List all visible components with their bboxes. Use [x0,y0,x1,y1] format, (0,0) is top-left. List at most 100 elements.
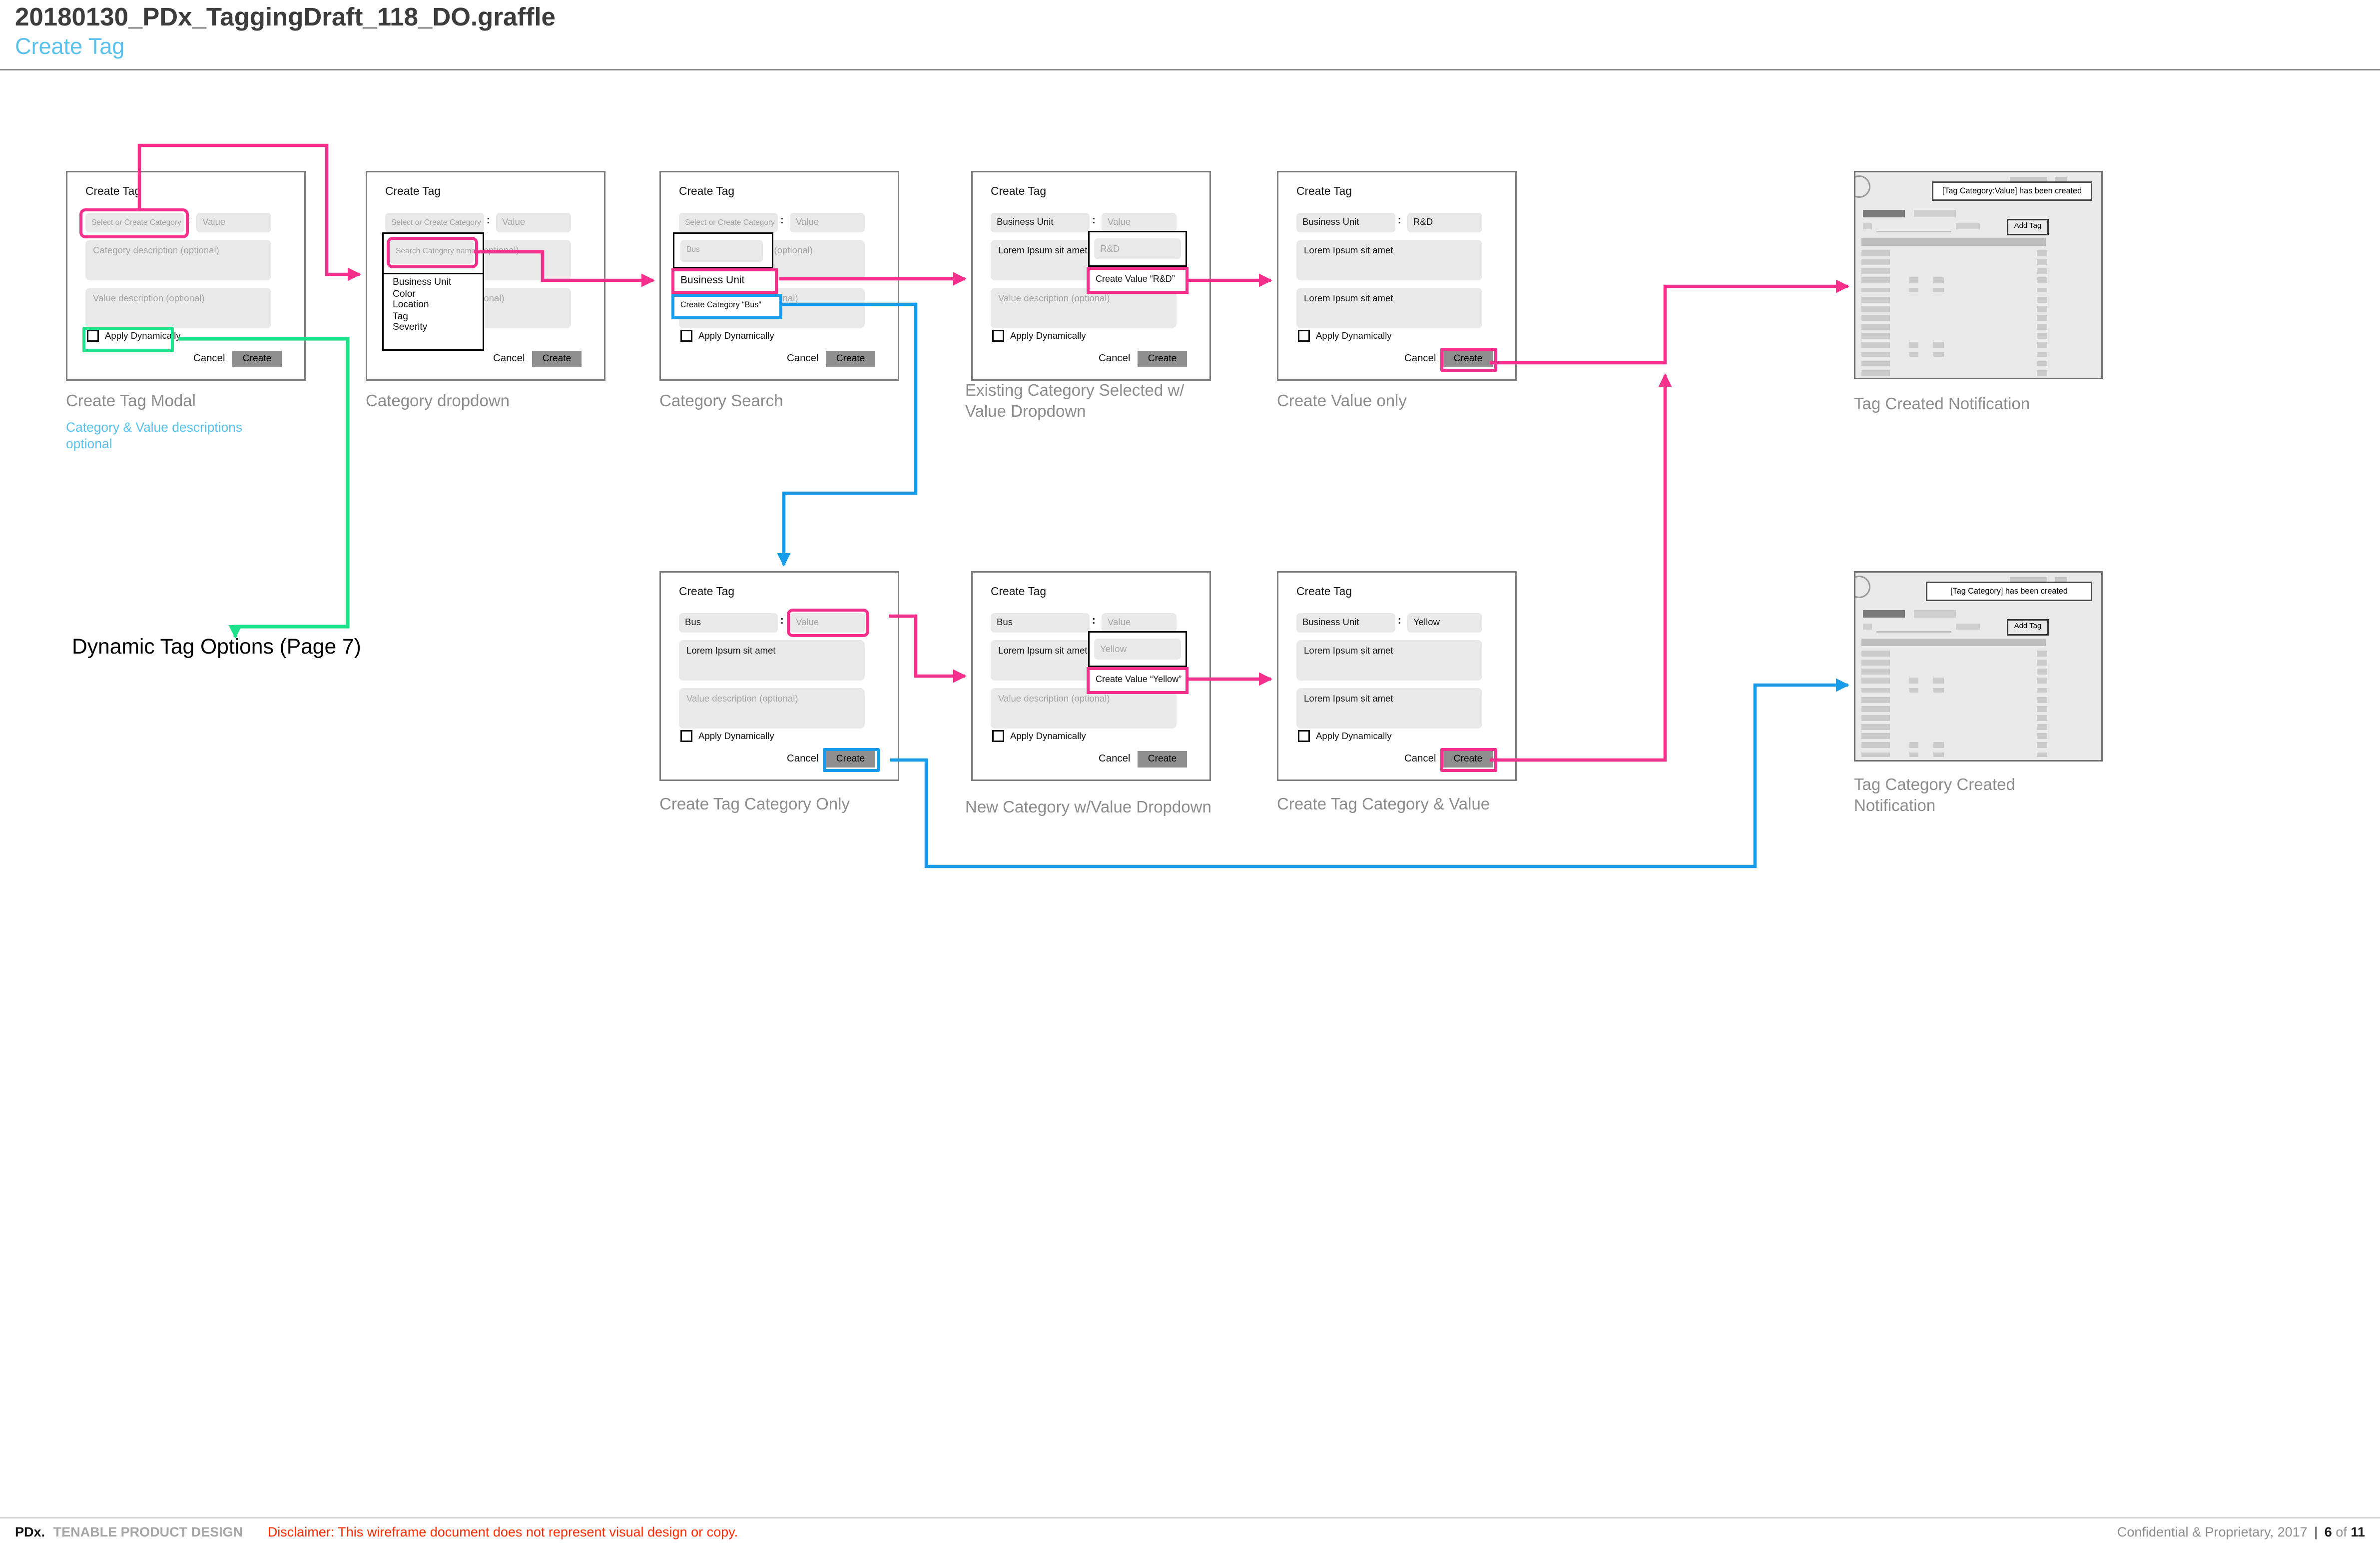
create-category-option[interactable]: Create Category “Bus” [671,293,782,319]
colon-separator: : [186,215,190,226]
cancel-button[interactable]: Cancel [1404,754,1436,765]
cancel-button[interactable]: Cancel [193,354,225,364]
add-tag-button[interactable]: Add Tag [2007,218,2049,235]
category-option-list: Business Unit Color Location Tag Severit… [393,277,451,334]
wireframe-label: Existing Category Selected w/ Value Drop… [965,382,1185,421]
apply-dynamically-checkbox[interactable] [680,730,692,742]
category-option[interactable]: Color [393,288,416,299]
modal-title: Create Tag [679,184,735,198]
category-input[interactable]: Business Unit [1296,213,1395,232]
table-header-placeholder [1861,238,2046,245]
wireframe-label: Create Tag Category & Value [1277,796,1490,814]
value-description-input[interactable]: Value description (optional) [679,688,865,729]
cancel-button[interactable]: Cancel [493,354,525,364]
cancel-button[interactable]: Cancel [787,354,819,364]
category-input[interactable]: Business Unit [991,213,1090,232]
table-rows-placeholder [1861,250,2098,378]
category-input[interactable]: Select or Create Category [679,213,778,232]
create-button[interactable]: Create [1138,351,1187,367]
colon-separator: : [1397,215,1401,226]
tag-category-created-notification-window: [Tag Category] has been created Add Tag [1854,571,2103,762]
connector-create-to-tag-created-notification [1490,279,1849,365]
colon-separator: : [780,615,784,626]
value-input[interactable]: Value [1102,213,1177,232]
tag-created-notification-window: [Tag Category:Value] has been created Ad… [1854,171,2103,379]
create-button[interactable]: Create [1443,351,1493,367]
wireframe-label: Category dropdown [366,393,510,411]
category-description-input[interactable]: Lorem Ipsum sit amet [1296,640,1482,681]
create-value-option[interactable]: Create Value “Yellow” [1087,667,1189,694]
create-button[interactable]: Create [532,351,582,367]
modal-title: Create Tag [1296,585,1352,598]
value-search-input[interactable]: R&D [1094,238,1181,259]
create-value-option[interactable]: Create Value “R&D” [1087,267,1189,293]
value-input[interactable]: Value [196,213,271,232]
value-search-input[interactable]: Yellow [1094,639,1181,660]
value-search-panel: R&D [1088,231,1187,267]
cancel-button[interactable]: Cancel [1099,754,1131,765]
existing-category-value-dropdown-modal: Create Tag Business Unit : Value Lorem I… [971,171,1211,381]
apply-dynamically-checkbox[interactable] [1298,730,1310,742]
value-input[interactable]: Value [790,213,865,232]
create-button[interactable]: Create [232,351,282,367]
disclaimer-text: Disclaimer: This wireframe document does… [267,1525,738,1540]
value-input[interactable]: Value [790,613,865,633]
category-description-input[interactable]: Category description (optional) [85,240,271,280]
category-search-input[interactable]: Search Category name [390,240,476,264]
value-description-input[interactable]: Lorem Ipsum sit amet [1296,288,1482,328]
category-description-input[interactable]: Lorem Ipsum sit amet [679,640,865,681]
header-divider [0,69,2380,70]
wireframe-label: Tag Category Created Notification [1854,776,2015,815]
create-button[interactable]: Create [1138,751,1187,768]
search-line-placeholder [1876,630,1951,632]
tab-placeholder [1914,210,1956,217]
create-button[interactable]: Create [826,751,875,768]
create-tag-category-and-value-modal: Create Tag Business Unit : Yellow Lorem … [1277,571,1517,781]
category-input[interactable]: Select or Create Category [85,213,184,232]
toast-message: [Tag Category] has been created [1926,582,2092,601]
value-input[interactable]: R&D [1407,213,1482,232]
modal-title: Create Tag [85,184,141,198]
category-input[interactable]: Business Unit [1296,613,1395,633]
category-input[interactable]: Bus [991,613,1090,633]
value-search-panel: Yellow [1088,631,1187,667]
create-button[interactable]: Create [826,351,875,367]
matching-category-option[interactable]: Business Unit [671,268,778,293]
value-description-input[interactable]: Value description (optional) [991,288,1177,328]
value-input[interactable]: Yellow [1407,613,1482,633]
cancel-button[interactable]: Cancel [787,754,819,765]
category-option[interactable]: Location [393,300,429,310]
apply-dynamically-checkbox[interactable] [680,330,692,342]
add-tag-button[interactable]: Add Tag [2007,618,2049,636]
page-footer-right: Confidential & Proprietary, 2017 | 6 of … [2117,1525,2365,1540]
filter-placeholder [1863,624,1872,630]
category-option[interactable]: Business Unit [393,277,452,288]
category-search-input[interactable]: Bus [680,239,763,262]
apply-dynamically-checkbox[interactable] [992,330,1004,342]
colon-separator: : [486,215,490,226]
category-option[interactable]: Severity [393,322,428,333]
apply-dynamically-checkbox[interactable] [87,330,99,342]
page-of: of [2336,1525,2347,1540]
create-button[interactable]: Create [1443,751,1493,768]
page-footer-left: PDx. TENABLE PRODUCT DESIGN Disclaimer: … [15,1525,738,1540]
value-description-input[interactable]: Lorem Ipsum sit amet [1296,688,1482,729]
value-input[interactable]: Value [1102,613,1177,633]
table-rows-placeholder [1861,651,2098,760]
cancel-button[interactable]: Cancel [1404,354,1436,364]
value-description-input[interactable]: Value description (optional) [85,288,271,328]
create-tag-category-only-modal: Create Tag Bus : Value Lorem Ipsum sit a… [659,571,899,781]
wireframe-label: Create Value only [1277,393,1407,411]
category-input[interactable]: Bus [679,613,778,633]
category-description-input[interactable]: Lorem Ipsum sit amet [1296,240,1482,280]
category-input[interactable]: Select or Create Category [385,213,484,232]
wireframe-label: Create Tag Modal [66,393,196,411]
apply-dynamically-checkbox[interactable] [1298,330,1310,342]
category-option[interactable]: Tag [393,311,408,322]
apply-dynamically-checkbox[interactable] [992,730,1004,742]
category-dropdown-panel: Search Category name Business Unit Color… [382,232,484,351]
value-description-input[interactable]: Value description (optional) [991,688,1177,729]
tab-placeholder [1914,610,1956,617]
value-input[interactable]: Value [496,213,571,232]
cancel-button[interactable]: Cancel [1099,354,1131,364]
